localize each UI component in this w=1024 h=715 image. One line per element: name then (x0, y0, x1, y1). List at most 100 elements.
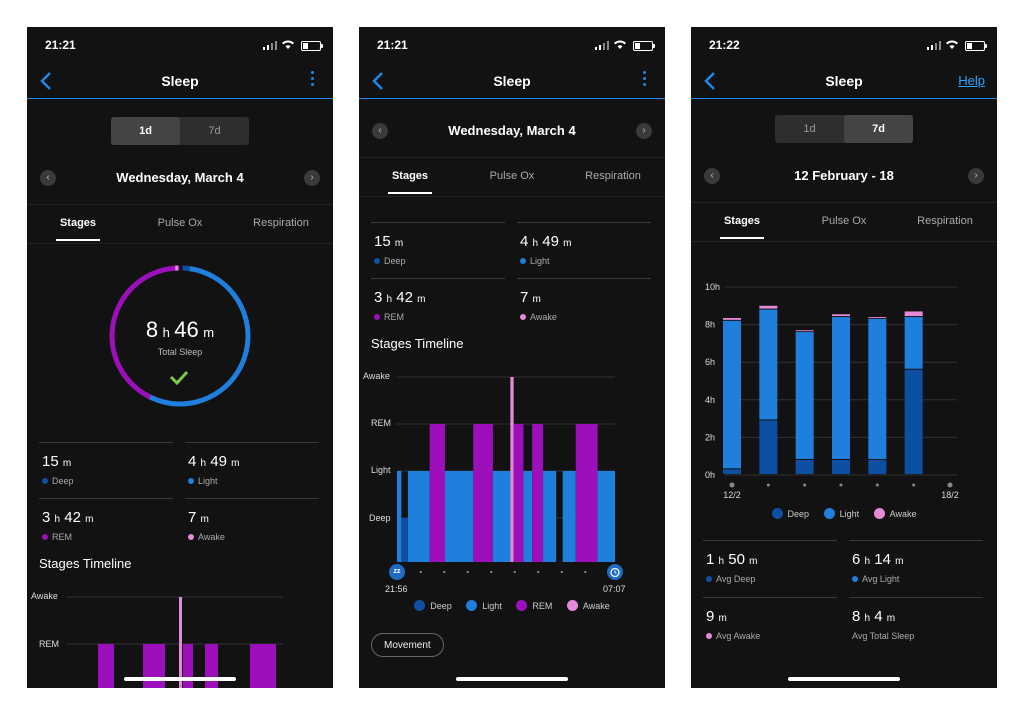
tab-respiration[interactable]: Respiration (253, 217, 309, 229)
tab-stages[interactable]: Stages (365, 170, 455, 194)
tab-respiration[interactable]: Respiration (917, 215, 973, 227)
legend-item-light: Light (823, 508, 859, 519)
weekly-legend: Deep Light Awake (691, 508, 997, 519)
previous-day-icon[interactable]: ‹ (40, 170, 56, 186)
timeline-segment-deep (401, 518, 408, 562)
movement-button[interactable]: Movement (371, 633, 444, 657)
previous-week-icon[interactable]: ‹ (704, 168, 720, 184)
period-toggle: 1d 7d (775, 115, 913, 143)
bar-light (759, 309, 778, 420)
timeline-segment-awake (510, 377, 514, 562)
bar-awake (795, 330, 814, 332)
back-chevron-icon[interactable] (701, 69, 721, 93)
x-tick-label: 18/2 (941, 490, 959, 500)
bar-light (723, 320, 741, 469)
y-tick-label: 8h (705, 320, 715, 330)
screen-day-timeline: 21:21 Sleep ‹ Wednesday, March 4 › Stage… (359, 27, 665, 688)
y-tick-label: 10h (705, 282, 720, 292)
x-tick-dot (803, 483, 807, 487)
tab-respiration[interactable]: Respiration (585, 170, 641, 182)
help-link[interactable]: Help (958, 73, 985, 88)
wifi-icon (282, 40, 294, 49)
bar-awake (723, 318, 741, 320)
y-tick-label: 0h (705, 470, 715, 480)
stat-avg-deep: 1 h 50 m Avg Deep (703, 540, 837, 596)
date-label: 12 February - 18 (794, 168, 894, 183)
stat-avg-awake: 9 m Avg Awake (703, 597, 837, 653)
tab-pulse-ox[interactable]: Pulse Ox (157, 217, 203, 229)
timeline-segment-rem (429, 424, 445, 562)
timeline-label-light: Light (371, 465, 391, 475)
back-chevron-icon[interactable] (37, 69, 57, 93)
total-sleep-value: 8 h 46 m (145, 317, 215, 342)
stage-tabs: Stages Pulse Ox Respiration (691, 202, 997, 242)
stat-light: 4 h 49 m Light (517, 222, 651, 278)
timeline-segment-rem (513, 424, 524, 562)
timeline-label-awake: Awake (363, 371, 390, 381)
tab-stages[interactable]: Stages (697, 215, 787, 239)
stat-light: 4 h 49 m Light (185, 442, 319, 498)
date-navigator: ‹ 12 February - 18 › (691, 162, 997, 192)
x-tick-dot (875, 483, 879, 487)
timeline-segment-light (407, 471, 430, 562)
wifi-icon (946, 40, 958, 49)
timeline-legend: Deep Light REM Awake (359, 600, 665, 611)
x-tick-dot (947, 482, 953, 488)
period-7d-button[interactable]: 7d (844, 115, 913, 143)
timeline-segment-light (523, 471, 533, 562)
legend-item-deep: Deep (414, 600, 452, 611)
stat-rem: 3 h 42 m REM (371, 278, 505, 334)
date-label: Wednesday, March 4 (448, 123, 576, 138)
timeline-segment-rem (473, 424, 493, 562)
checkmark-icon (169, 370, 189, 385)
screen-day-stages: 21:21 Sleep 1d 7d ‹ Wednesday, March 4 ›… (27, 27, 333, 688)
battery-icon (301, 41, 323, 51)
bar-light (904, 317, 923, 369)
nav-bar: Sleep Help (691, 65, 997, 99)
y-tick-label: 6h (705, 357, 715, 367)
status-time: 21:21 (377, 38, 408, 52)
more-options-icon[interactable] (643, 71, 647, 89)
nav-bar: Sleep (27, 65, 333, 99)
next-day-icon[interactable]: › (636, 123, 652, 139)
tab-pulse-ox[interactable]: Pulse Ox (821, 215, 867, 227)
bar-light (795, 332, 814, 459)
weekly-sleep-chart: 0h 2h 4h 6h 8h 10h 12/2 18/2 (705, 282, 959, 500)
period-7d-button[interactable]: 7d (208, 125, 221, 137)
previous-day-icon[interactable]: ‹ (372, 123, 388, 139)
legend-item-rem: REM (516, 600, 552, 611)
alarm-clock-icon (607, 564, 623, 580)
date-navigator: ‹ Wednesday, March 4 › (359, 117, 665, 147)
timeline-label-awake: Awake (31, 591, 58, 601)
nav-bar: Sleep (359, 65, 665, 99)
stat-deep: 15 m Deep (39, 442, 173, 498)
bar-deep (904, 369, 923, 474)
stat-avg-light: 6 h 14 m Avg Light (849, 540, 983, 596)
status-time: 21:21 (45, 38, 76, 52)
period-1d-button[interactable]: 1d (803, 123, 816, 135)
back-chevron-icon[interactable] (369, 69, 389, 93)
stat-awake: 7 m Awake (185, 498, 319, 554)
battery-icon (633, 41, 655, 51)
timeline-title: Stages Timeline (371, 336, 464, 351)
period-1d-button[interactable]: 1d (111, 117, 180, 145)
bar-light (868, 318, 887, 459)
period-toggle: 1d 7d (111, 117, 249, 145)
signal-icon (263, 41, 277, 50)
timeline-segment-light (492, 471, 511, 562)
bar-awake (868, 317, 887, 319)
home-indicator (124, 677, 236, 681)
timeline-preview (67, 596, 283, 688)
stat-deep: 15 m Deep (371, 222, 505, 278)
next-week-icon[interactable]: › (968, 168, 984, 184)
timeline-segment-light (444, 471, 474, 562)
timeline-axis-dots (409, 571, 605, 573)
tab-stages[interactable]: Stages (33, 217, 123, 241)
tab-pulse-ox[interactable]: Pulse Ox (489, 170, 535, 182)
legend-item-deep: Deep (771, 508, 809, 519)
timeline-segment-light (397, 471, 402, 562)
next-day-icon[interactable]: › (304, 170, 320, 186)
more-options-icon[interactable] (311, 71, 315, 89)
y-tick-label: 4h (705, 395, 715, 405)
bar-awake (832, 314, 850, 317)
